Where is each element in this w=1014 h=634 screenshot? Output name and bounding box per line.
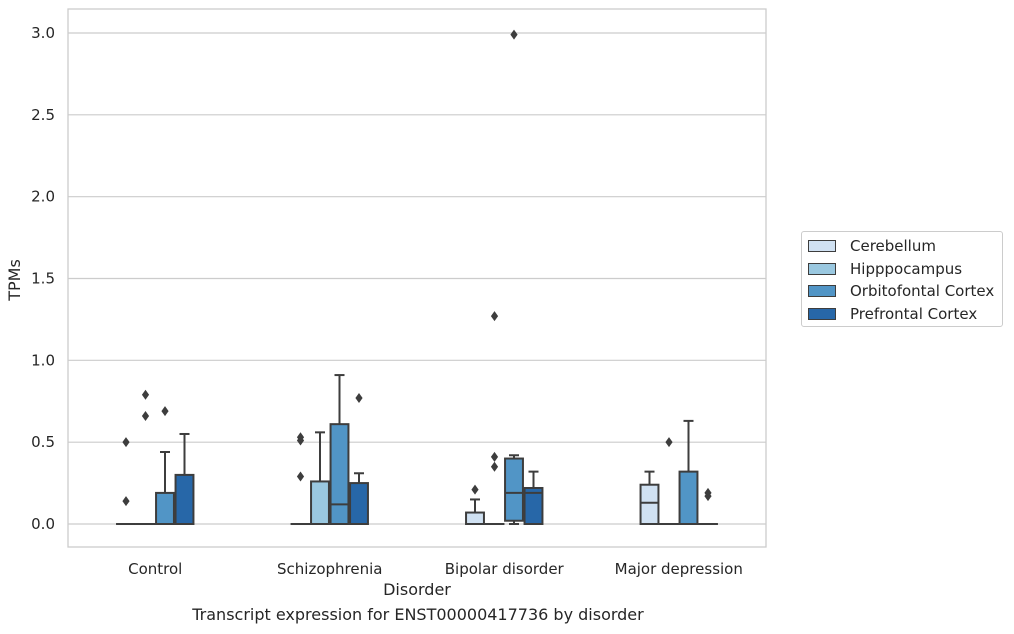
x-tick-label: Schizophrenia [277, 560, 382, 578]
outlier-point [471, 484, 479, 495]
box [465, 511, 485, 526]
box [504, 457, 524, 522]
outlier-point [490, 461, 499, 472]
y-tick-label: 0.5 [31, 433, 55, 451]
box [639, 483, 660, 525]
legend-swatch-orbitofrontal [808, 285, 836, 298]
outlier-point [296, 471, 305, 482]
legend-item-prefrontal: Prefrontal Cortex [808, 303, 1002, 326]
x-axis-label: Disorder [383, 580, 451, 599]
y-tick-label: 1.0 [31, 351, 55, 369]
outlier-point [122, 437, 130, 448]
y-tick-label: 2.0 [31, 188, 55, 206]
outlier-point [490, 311, 499, 322]
x-tick-label: Major depression [615, 560, 743, 578]
legend-label-prefrontal: Prefrontal Cortex [850, 304, 978, 323]
box [329, 423, 350, 525]
outlier-point [296, 435, 305, 446]
x-tick-label: Bipolar disorder [445, 560, 565, 578]
box [349, 482, 369, 526]
box [678, 470, 699, 526]
y-tick-label: 1.5 [31, 270, 55, 288]
box [310, 480, 330, 525]
x-tick-label: Control [128, 560, 182, 578]
legend-swatch-cerebellum [808, 240, 836, 253]
legend-label-hippocampus: Hipppocampus [850, 259, 963, 278]
outlier-point [141, 410, 150, 421]
y-tick-label: 0.0 [31, 515, 55, 533]
legend-item-cerebellum: Cerebellum [808, 235, 1002, 258]
y-tick-label: 2.5 [31, 106, 55, 124]
outlier-point [141, 389, 150, 400]
legend-swatch-prefrontal [808, 307, 836, 320]
extra-outliers [296, 432, 305, 482]
plot-border [67, 8, 767, 548]
chart-caption: Transcript expression for ENST0000041773… [192, 605, 644, 624]
series-orbitofontal-cortex [155, 29, 699, 526]
box [174, 473, 195, 525]
legend: Cerebellum Hipppocampus Orbitofontal Cor… [801, 231, 1003, 327]
legend-label-orbitofrontal: Orbitofontal Cortex [850, 282, 995, 301]
y-tick-labels: 0.0 0.5 1.0 1.5 2.0 2.5 3.0 [31, 24, 55, 533]
box-series [116, 29, 718, 526]
box [155, 491, 175, 525]
x-tick-labels: Control Schizophrenia Bipolar disorder Majo… [128, 560, 743, 578]
legend-swatch-hippocampus [808, 262, 836, 275]
outlier-point [355, 392, 363, 403]
legend-item-orbitofrontal: Orbitofontal Cortex [808, 280, 1002, 303]
series-hipppocampus [135, 311, 679, 526]
y-axis-label: TPMs [5, 259, 24, 302]
series-prefrontal-cortex [174, 392, 718, 526]
y-tick-label: 3.0 [31, 24, 55, 42]
outlier-point [490, 451, 499, 462]
outlier-point [161, 406, 169, 417]
box [523, 486, 544, 526]
outlier-point [704, 491, 712, 502]
legend-item-hippocampus: Hipppocampus [808, 258, 1002, 281]
legend-label-cerebellum: Cerebellum [850, 237, 936, 256]
outlier-point [510, 29, 518, 40]
outlier-point [122, 496, 130, 507]
series-cerebellum [116, 437, 660, 526]
outlier-point [665, 437, 673, 448]
